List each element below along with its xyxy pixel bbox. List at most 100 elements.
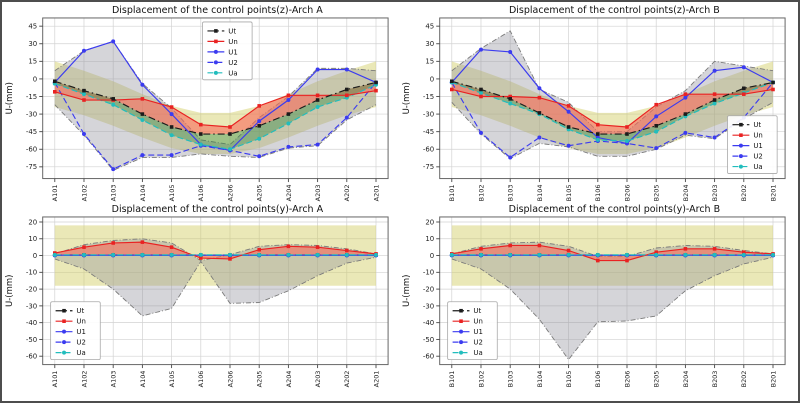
svg-text:A203: A203 xyxy=(314,185,322,202)
svg-text:B105: B105 xyxy=(565,370,573,387)
svg-text:-20: -20 xyxy=(26,285,37,293)
y-axis-label: U-(mm) xyxy=(401,82,411,114)
envelope-lower-line xyxy=(451,256,774,360)
svg-text:B102: B102 xyxy=(477,370,485,387)
svg-text:U1: U1 xyxy=(228,48,237,56)
svg-text:-30: -30 xyxy=(26,110,37,118)
svg-text:0: 0 xyxy=(430,251,434,259)
svg-text:0: 0 xyxy=(33,251,37,259)
svg-text:B202: B202 xyxy=(740,370,748,387)
svg-text:A102: A102 xyxy=(80,370,88,387)
svg-text:-15: -15 xyxy=(26,93,37,101)
svg-text:B205: B205 xyxy=(653,370,661,387)
svg-text:15: 15 xyxy=(425,58,434,66)
svg-text:A201: A201 xyxy=(372,185,380,202)
svg-text:B104: B104 xyxy=(536,370,544,387)
envelope-band-gray xyxy=(451,30,774,159)
svg-text:B101: B101 xyxy=(448,370,456,387)
svg-text:A205: A205 xyxy=(256,370,264,387)
svg-text:U2: U2 xyxy=(473,338,482,346)
legend: Ut Un U1 U2 Ua xyxy=(447,300,498,360)
svg-text:A204: A204 xyxy=(285,185,293,202)
svg-text:A206: A206 xyxy=(226,370,234,387)
y-axis: 20 10 0 -10 -20 -30 -40 -50 -60 xyxy=(423,218,440,360)
svg-text:-45: -45 xyxy=(26,128,37,136)
legend: Ut Un U1 U2 Ua xyxy=(202,21,253,81)
legend: Ut Un U1 U2 Ua xyxy=(50,300,101,360)
chart-displacement-y-arch-b: Displacement of the control points(y)-Ar… xyxy=(400,201,797,400)
svg-text:A203: A203 xyxy=(314,370,322,387)
x-axis: A101 A102 A103 A104 A105 A106 A206 A205 A204 A203… xyxy=(51,364,380,387)
svg-text:-50: -50 xyxy=(26,335,37,343)
svg-text:B205: B205 xyxy=(653,185,661,202)
chart-displacement-y-arch-a: Displacement of the control points(y)-Ar… xyxy=(3,201,400,400)
svg-text:45: 45 xyxy=(425,23,434,31)
svg-text:B103: B103 xyxy=(507,370,515,387)
y-axis-label: U-(mm) xyxy=(401,274,411,306)
svg-text:0: 0 xyxy=(33,75,37,83)
fill-ut-ua xyxy=(54,81,377,150)
svg-text:A106: A106 xyxy=(197,185,205,202)
y-axis: 45 30 15 0 -15 -30 -45 -60 -75 xyxy=(26,23,43,171)
svg-text:Un: Un xyxy=(753,132,762,140)
svg-text:20: 20 xyxy=(28,218,37,226)
svg-text:A104: A104 xyxy=(139,370,147,387)
tolerance-band-yellow xyxy=(54,61,377,154)
svg-text:-15: -15 xyxy=(423,93,434,101)
x-axis: A101 A102 A103 A104 A105 A106 A206 A205 A204 A203… xyxy=(51,178,380,202)
svg-text:B101: B101 xyxy=(448,185,456,202)
y-axis: 45 30 15 0 -15 -30 -45 -60 -75 xyxy=(423,23,440,171)
svg-text:Un: Un xyxy=(228,38,237,46)
axes-frame xyxy=(439,215,786,365)
svg-text:Ut: Ut xyxy=(473,307,481,315)
svg-text:B102: B102 xyxy=(477,185,485,202)
svg-text:10: 10 xyxy=(28,235,37,243)
svg-text:B203: B203 xyxy=(711,370,719,387)
svg-text:A206: A206 xyxy=(226,185,234,202)
svg-text:-10: -10 xyxy=(26,268,37,276)
svg-text:U1: U1 xyxy=(76,328,85,336)
svg-text:B204: B204 xyxy=(682,370,690,387)
svg-text:B206: B206 xyxy=(623,185,631,202)
envelope-lower-line xyxy=(54,256,377,316)
svg-text:B201: B201 xyxy=(769,185,777,202)
y-axis-label: U-(mm) xyxy=(4,274,14,306)
svg-text:A205: A205 xyxy=(256,185,264,202)
svg-text:U2: U2 xyxy=(753,153,762,161)
svg-text:-10: -10 xyxy=(423,268,434,276)
svg-text:-20: -20 xyxy=(423,285,434,293)
svg-text:B202: B202 xyxy=(740,185,748,202)
svg-text:10: 10 xyxy=(425,235,434,243)
svg-text:B106: B106 xyxy=(594,185,602,202)
svg-text:Ut: Ut xyxy=(753,121,761,129)
svg-text:B103: B103 xyxy=(507,185,515,202)
envelope-band-gray xyxy=(54,238,377,316)
svg-text:20: 20 xyxy=(425,218,434,226)
envelope-lower-line xyxy=(54,104,377,171)
svg-text:-60: -60 xyxy=(26,146,37,154)
svg-text:A101: A101 xyxy=(51,185,59,202)
svg-text:A201: A201 xyxy=(372,370,380,387)
svg-text:A106: A106 xyxy=(197,370,205,387)
legend: Ut Un U1 U2 Ua xyxy=(727,115,778,174)
svg-text:Ua: Ua xyxy=(76,349,85,357)
svg-text:U2: U2 xyxy=(228,59,237,67)
svg-text:A104: A104 xyxy=(139,185,147,202)
axes-frame xyxy=(42,17,389,180)
svg-text:-75: -75 xyxy=(26,163,37,171)
svg-text:-60: -60 xyxy=(26,352,37,360)
y-axis: 20 10 0 -10 -20 -30 -40 -50 -60 xyxy=(26,218,43,360)
svg-text:U2: U2 xyxy=(76,338,85,346)
svg-text:A102: A102 xyxy=(80,185,88,202)
svg-text:-60: -60 xyxy=(423,146,434,154)
series-Ut xyxy=(53,79,378,136)
svg-text:-60: -60 xyxy=(423,352,434,360)
chart-displacement-z-arch-b: Displacement of the control points(z)-Ar… xyxy=(400,3,797,202)
svg-text:B106: B106 xyxy=(594,370,602,387)
svg-text:B203: B203 xyxy=(711,185,719,202)
svg-text:A103: A103 xyxy=(110,185,118,202)
svg-text:B104: B104 xyxy=(536,185,544,202)
